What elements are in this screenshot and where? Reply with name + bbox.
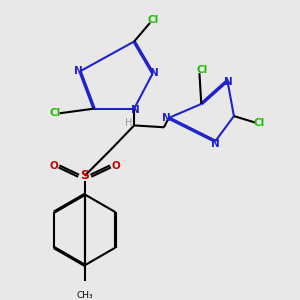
Text: Cl: Cl bbox=[254, 118, 265, 128]
Text: O: O bbox=[50, 161, 58, 171]
Text: S: S bbox=[80, 169, 89, 182]
Text: N: N bbox=[224, 77, 233, 87]
Text: N: N bbox=[211, 139, 220, 148]
Text: N: N bbox=[150, 68, 159, 78]
Text: Cl: Cl bbox=[50, 108, 61, 118]
Text: Cl: Cl bbox=[196, 65, 208, 75]
Text: N: N bbox=[131, 105, 140, 115]
Text: CH₃: CH₃ bbox=[76, 291, 93, 300]
Text: H: H bbox=[125, 118, 133, 128]
Text: N: N bbox=[162, 113, 171, 123]
Text: Cl: Cl bbox=[147, 15, 158, 25]
Text: N: N bbox=[74, 66, 82, 76]
Text: O: O bbox=[111, 161, 120, 171]
